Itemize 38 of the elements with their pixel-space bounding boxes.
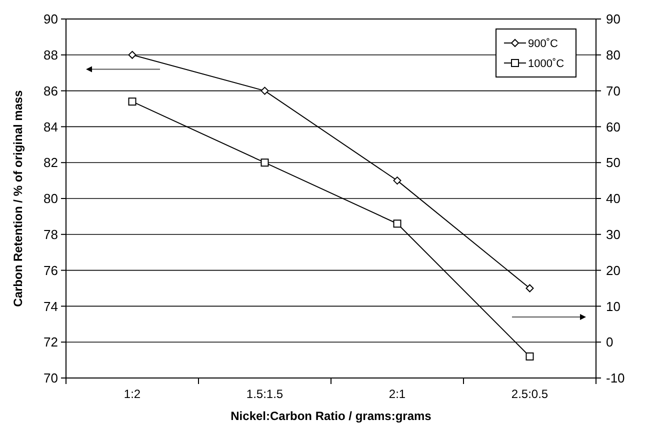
y2-tick-label: -10 bbox=[606, 370, 625, 386]
y-tick-label: 70 bbox=[44, 370, 58, 386]
x-tick-label: 2.5:0.5 bbox=[511, 387, 548, 401]
x-tick-label: 1:2 bbox=[124, 387, 141, 401]
point bbox=[393, 176, 402, 185]
legend-label: 1000˚C bbox=[528, 58, 564, 70]
y2-tick-label: 80 bbox=[606, 47, 620, 62]
point bbox=[128, 98, 136, 106]
x-axis-title: Nickel:Carbon Ratio / grams:grams bbox=[230, 409, 432, 423]
point bbox=[260, 158, 269, 167]
y2-tick-label: 40 bbox=[606, 191, 620, 206]
y-tick-label: 80 bbox=[44, 191, 58, 206]
y-tick-label: 82 bbox=[44, 155, 58, 170]
x-tick-label: 1.5:1.5 bbox=[246, 387, 284, 401]
y2-tick-label: 70 bbox=[606, 83, 620, 98]
y-tick-label: 78 bbox=[44, 226, 58, 242]
point bbox=[128, 50, 136, 59]
y2-tick-label: 90 bbox=[606, 12, 620, 27]
y-tick-label: 86 bbox=[44, 83, 58, 98]
y-axis-title: Carbon Retention / % of original mass bbox=[11, 90, 25, 307]
y2-tick-label: 0 bbox=[606, 334, 614, 350]
y-tick-label: 84 bbox=[44, 119, 58, 134]
point bbox=[260, 86, 269, 95]
y-tick-label: 74 bbox=[44, 298, 58, 314]
y-tick-label: 90 bbox=[44, 12, 58, 27]
x-tick-label: 2:1 bbox=[388, 387, 406, 401]
point bbox=[526, 352, 534, 360]
y2-tick-label: 10 bbox=[606, 298, 620, 314]
y-tick-label: 88 bbox=[44, 47, 58, 62]
point bbox=[526, 284, 534, 292]
y2-tick-label: 20 bbox=[606, 262, 620, 278]
y-tick-label: 76 bbox=[44, 262, 58, 278]
y2-tick-label: 50 bbox=[606, 155, 620, 170]
y2-tick-label: 30 bbox=[606, 226, 620, 242]
y2-tick-label: 60 bbox=[606, 119, 620, 134]
y-tick-label: 72 bbox=[44, 334, 58, 350]
legend-label: 900˚C bbox=[528, 38, 558, 50]
point bbox=[393, 220, 402, 228]
